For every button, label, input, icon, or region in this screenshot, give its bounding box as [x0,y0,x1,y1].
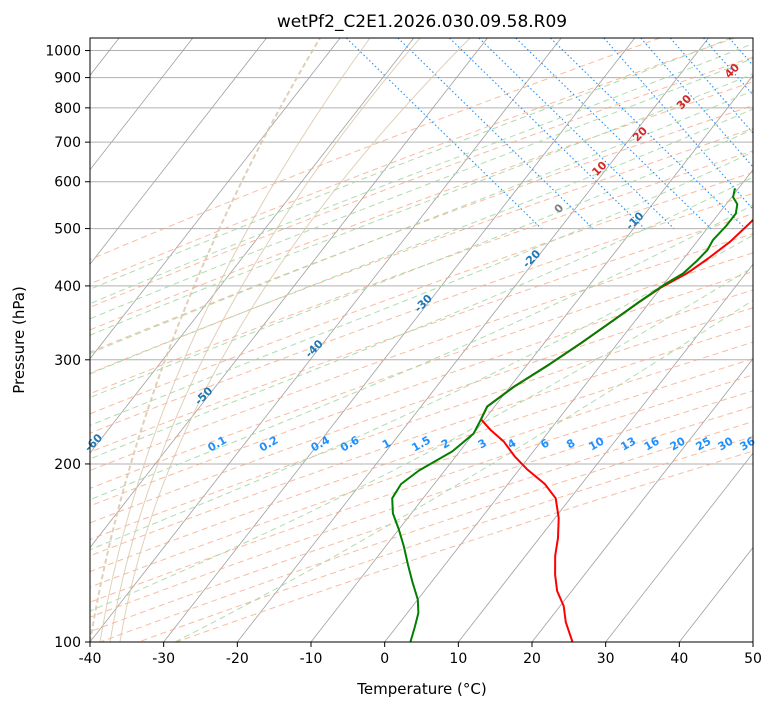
x-tick-label: 30 [597,651,615,667]
mixing-ratio-line [397,38,594,229]
pressure-gridlines [90,50,753,642]
dry-adiabat-line [90,233,753,472]
x-tick-label: -20 [226,651,249,667]
dry-adiabat-line [90,405,753,633]
isotherm-line [90,38,562,642]
isotherm-line [90,38,415,454]
y-tick-label: 1000 [45,44,81,60]
curved-reference-lines [90,38,471,642]
curved-reference-line [119,38,471,642]
curved-reference-line [90,38,321,642]
curved-reference-line [109,38,421,642]
y-tick-label: 100 [54,635,81,651]
mixing-ratio-line [345,38,542,229]
dry-adiabat-line [90,307,753,541]
y-tick-label: 700 [54,135,81,151]
dry-adiabat-line [90,252,753,489]
profile-series [391,188,753,642]
dry-adiabat-line [90,150,753,395]
dry-adiabat-line [90,289,753,524]
mixing-ratio-line [550,38,746,229]
moist-adiabat-line [90,108,753,375]
x-tick-label: -30 [152,651,175,667]
dry-adiabat-line [100,421,753,642]
dry-adiabats [90,38,753,642]
x-axis-label: Temperature (°C) [356,680,486,698]
mixing-ratio-lines [345,38,753,229]
moist-adiabat-line [90,176,753,460]
mixing-ratio-line [449,38,645,229]
isotherm-line [384,169,753,642]
y-tick-label: 500 [54,222,81,238]
isotherm-line [237,38,709,642]
y-tick-label: 400 [54,279,81,295]
x-tick-label: 10 [449,651,467,667]
moist-adiabat-line [90,38,732,290]
dry-adiabat-line [90,374,753,603]
x-axis-ticks: -40 -30 -20 -10 0 10 20 30 40 50 [79,642,762,667]
curved-reference-line [99,38,371,642]
y-tick-label: 800 [54,101,81,117]
isotherm-line [531,358,753,642]
x-tick-label: 20 [523,651,541,667]
dry-adiabat-line [90,171,753,415]
y-tick-label: 600 [54,175,81,191]
plot-frame [89,37,754,643]
dry-adiabat-line [90,192,753,434]
isotherm-line [90,38,488,549]
y-tick-label: 900 [54,71,81,87]
x-tick-label: -10 [300,651,323,667]
chart-title: wetPf2_C2E1.2026.030.09.58.R09 [277,12,567,32]
dry-adiabat-line [90,271,753,507]
isotherm-line [90,38,194,171]
y-tick-label: 300 [54,353,81,369]
dewpoint-line [391,188,739,642]
plot-area [90,38,753,642]
moist-adiabat-line [90,151,753,426]
moist-adiabat-line [90,234,753,551]
moist-adiabats [90,38,753,642]
mixing-ratio-line [515,38,712,229]
isotherm-line [605,452,753,642]
dry-adiabat-line [138,435,753,642]
x-tick-label: 40 [670,651,688,667]
dry-adiabat-line [90,81,753,331]
dry-adiabat-line [90,56,753,308]
moist-adiabat-line [90,128,753,399]
isotherm-line [90,38,341,360]
x-tick-label: 0 [380,651,389,667]
mixing-ratio-line [478,38,675,229]
moist-adiabat-line [90,43,753,305]
isotherm-line [163,38,636,642]
isotherm-line [90,38,267,265]
y-tick-label: 200 [54,457,81,473]
x-tick-label: 50 [744,651,762,667]
moist-adiabat-line [90,57,753,320]
dry-adiabat-line [90,390,753,618]
isotherm-line [458,263,753,642]
y-axis-label: Pressure (hPa) [10,286,28,394]
dry-adiabat-line [176,450,753,642]
dry-adiabat-line [90,213,753,453]
x-tick-label: -40 [79,651,102,667]
dry-adiabat-line [90,104,753,353]
y-axis-ticks: 100 200 300 400 500 600 700 800 900 1000 [45,44,90,651]
